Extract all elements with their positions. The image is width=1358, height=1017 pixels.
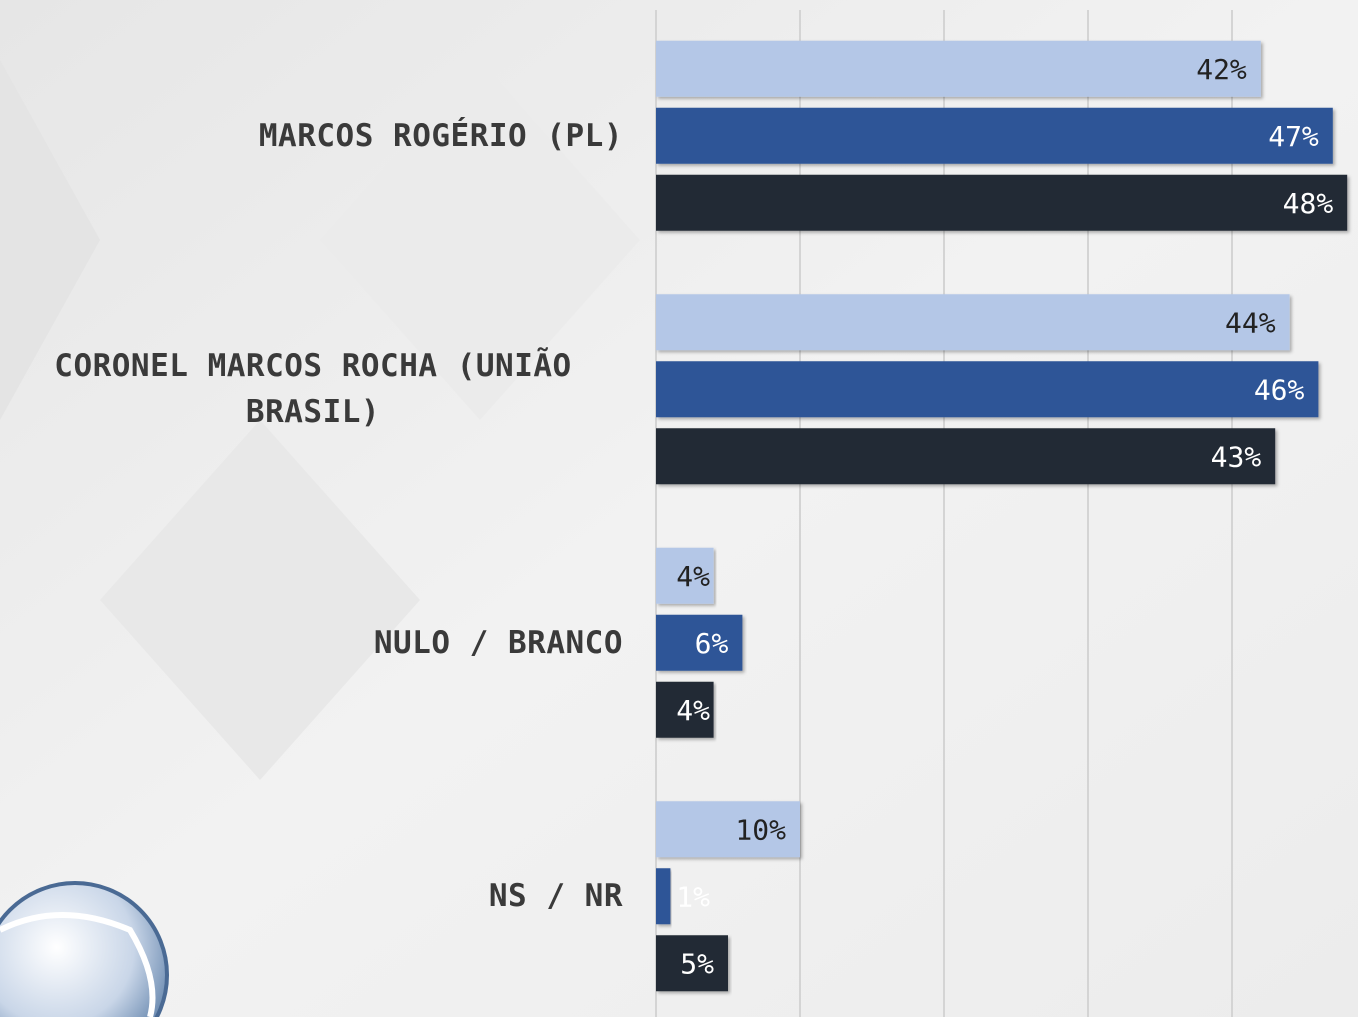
bar: [656, 294, 1290, 351]
value-label: 6%: [695, 627, 729, 660]
decor: [320, 60, 640, 420]
decor: [100, 420, 420, 780]
category-label: CORONEL MARCOS ROCHA (UNIÃO BRASIL): [54, 348, 572, 431]
bar: [656, 174, 1348, 231]
value-label: 46%: [1254, 373, 1305, 406]
value-label: 10%: [735, 813, 786, 846]
value-label: 47%: [1268, 120, 1319, 153]
value-label: 4%: [676, 694, 710, 727]
bar: [656, 868, 671, 925]
category-label: NULO / BRANCO: [373, 624, 623, 661]
category-label: MARCOS ROGÉRIO (PL): [258, 117, 623, 154]
logo: [0, 881, 169, 1017]
bar: [656, 40, 1261, 97]
value-label: 1%: [676, 880, 710, 913]
value-label: 5%: [680, 947, 714, 980]
bar: [656, 681, 714, 738]
value-label: 42%: [1196, 53, 1247, 86]
value-label: 4%: [676, 560, 710, 593]
bar: [656, 935, 728, 992]
bar: [656, 361, 1319, 418]
bar: [656, 547, 714, 604]
decor: [0, 60, 100, 420]
value-label: 43%: [1211, 440, 1262, 473]
bar: [656, 614, 743, 671]
value-label: 44%: [1225, 306, 1276, 339]
bar: [656, 801, 800, 858]
category-label: NS / NR: [488, 878, 623, 915]
value-label: 48%: [1283, 187, 1334, 220]
bar: [656, 107, 1333, 164]
bar: [656, 428, 1276, 485]
